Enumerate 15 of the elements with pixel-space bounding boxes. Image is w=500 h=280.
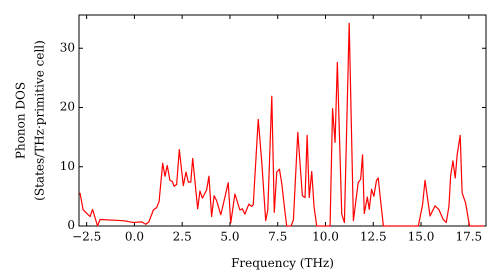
x-tick-label: 2.5	[172, 229, 192, 244]
y-tick-label: 20	[60, 100, 75, 114]
x-tick-label: 17.5	[455, 229, 482, 244]
y-axis-title: Phonon DOS (States/THz·primitive cell)	[14, 40, 47, 201]
x-tick-label: −2.5	[72, 229, 102, 244]
y-tick-label: 30	[60, 40, 75, 54]
y-tick-label: 10	[60, 158, 75, 173]
x-tick-label: 10.0	[312, 229, 339, 244]
x-tick-label: 0.0	[124, 229, 144, 244]
x-tick-label: 7.5	[268, 229, 288, 244]
x-tick-label: 12.5	[360, 229, 387, 244]
x-tick-label: 15.0	[408, 229, 434, 244]
y-tick-label: 0	[67, 218, 75, 232]
x-axis-title: Frequency (THz)	[231, 256, 334, 270]
x-tick-label: 5.0	[220, 229, 240, 244]
